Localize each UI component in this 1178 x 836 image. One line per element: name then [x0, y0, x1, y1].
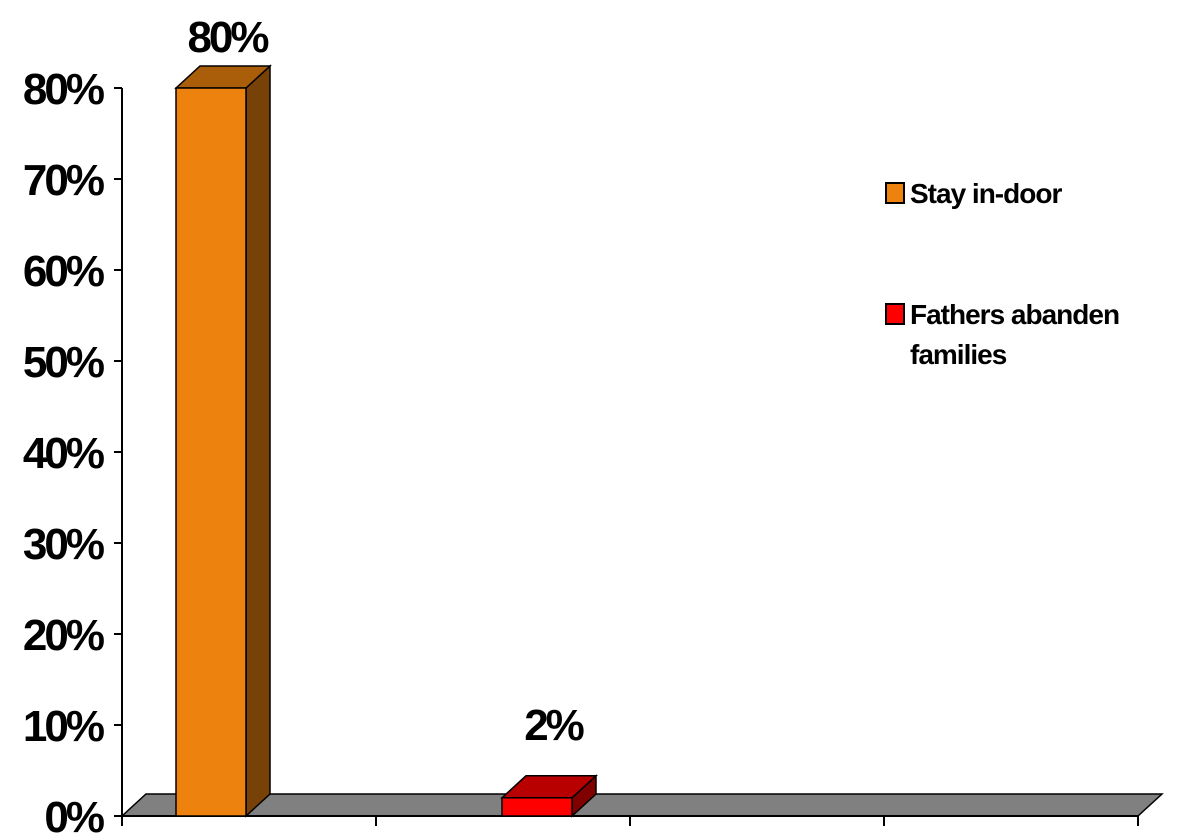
bars: [174, 64, 598, 818]
legend-label: Stay in-door: [910, 178, 1062, 209]
y-tick-label: 20%: [23, 611, 104, 660]
bar-side: [245, 64, 271, 818]
y-axis: 0% 10% 20% 30% 40% 50% 60% 70% 80%: [23, 65, 123, 836]
bar-front: [501, 797, 573, 817]
bar-2: [500, 774, 598, 818]
x-axis: [121, 815, 1139, 826]
legend-swatch: [885, 182, 905, 204]
legend-label: families: [910, 339, 1007, 370]
y-tick-label: 40%: [23, 429, 104, 478]
chart-floor: [120, 793, 1164, 817]
data-label: 80%: [187, 13, 268, 62]
legend-swatch: [885, 303, 905, 325]
legend-item: Fathers abanden families: [885, 299, 1120, 370]
data-label: 2%: [524, 701, 583, 750]
bar-front: [175, 87, 247, 817]
chart-floor-plane: [120, 793, 1164, 817]
y-tick-label: 60%: [23, 247, 104, 296]
legend-label: Fathers abanden: [910, 299, 1119, 330]
legend-item: Stay in-door: [885, 178, 1063, 209]
y-tick-label: 0%: [44, 793, 103, 836]
y-tick-label: 10%: [23, 702, 104, 751]
bar-1: [174, 64, 272, 818]
y-tick-label: 50%: [23, 338, 104, 387]
data-labels: 80% 2%: [187, 13, 586, 750]
legend: Stay in-door Fathers abanden families: [885, 178, 1120, 370]
y-tick-label: 30%: [23, 520, 104, 569]
y-tick-label: 70%: [23, 156, 104, 205]
y-tick-label: 80%: [23, 65, 104, 114]
